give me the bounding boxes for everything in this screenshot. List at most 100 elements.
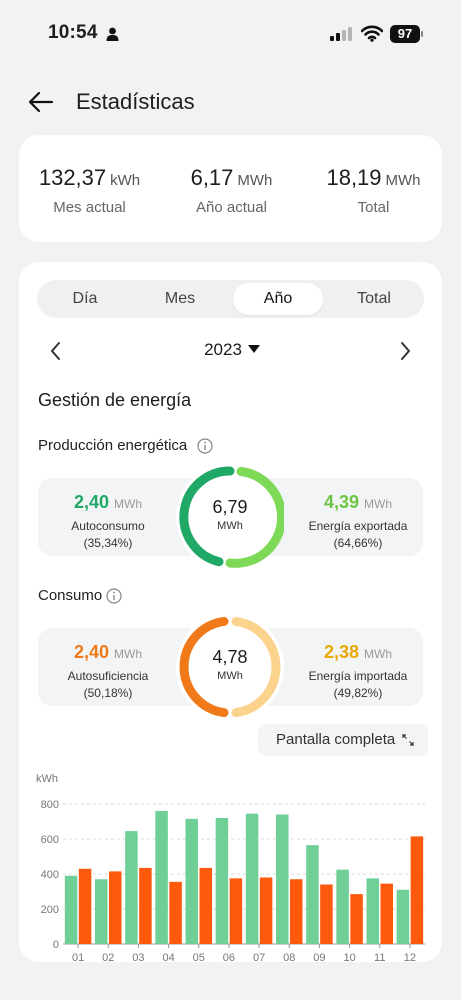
- summary-label: Total: [357, 199, 390, 216]
- tab-year[interactable]: Año: [233, 283, 323, 315]
- consumption-title: Consumo: [38, 587, 103, 604]
- x-tick-label: 06: [223, 952, 235, 964]
- x-tick-label: 12: [404, 952, 416, 964]
- bar: [215, 818, 229, 944]
- production-donut: [179, 466, 284, 568]
- ring-value: 6,79: [212, 497, 248, 517]
- year-dropdown[interactable]: 2023: [187, 340, 277, 364]
- signal-icon: [330, 27, 352, 41]
- ring-unit: MWh: [217, 520, 243, 532]
- summary-label: Año actual: [196, 199, 267, 216]
- bar: [306, 845, 319, 944]
- flow-value: 2,38: [323, 642, 360, 662]
- bar: [336, 869, 349, 944]
- consumption-donut: [179, 616, 281, 718]
- bar: [199, 867, 212, 944]
- flow-percent: (50,18%): [83, 686, 133, 700]
- flow-value: 2,40: [73, 642, 110, 662]
- info-icon[interactable]: [106, 588, 122, 604]
- bar: [78, 868, 92, 944]
- bar: [410, 836, 424, 944]
- flow-value: 2,40: [73, 492, 110, 512]
- flow-label: Energía importada: [308, 669, 408, 683]
- bar: [169, 881, 182, 944]
- self-consumption: 2,40 MWh Autoconsumo (35,34%): [43, 492, 173, 550]
- bar: [125, 831, 138, 944]
- tab-day[interactable]: Día: [72, 290, 98, 307]
- flow-unit: MWh: [364, 497, 393, 511]
- y-tick-label: 400: [41, 869, 59, 881]
- summary-total: 18,19 MWh Total: [321, 165, 426, 216]
- x-tick-label: 09: [313, 952, 325, 964]
- x-tick-label: 03: [132, 952, 144, 964]
- bar: [350, 894, 363, 944]
- summary-card: 132,37 kWh Mes actual 6,17 MWh Año actual …: [19, 135, 442, 242]
- bar: [139, 867, 152, 944]
- year-value: 2023: [204, 340, 242, 359]
- y-tick-label: 0: [53, 939, 59, 951]
- header: Estadísticas: [0, 80, 461, 124]
- person-icon: [106, 27, 119, 41]
- consumption-ring: 4,78 MWh: [176, 613, 284, 721]
- x-tick-label: 01: [72, 952, 84, 964]
- flow-percent: (49,82%): [333, 686, 383, 700]
- summary-unit: kWh: [110, 172, 141, 189]
- tab-total[interactable]: Total: [357, 290, 391, 307]
- y-tick-label: 600: [41, 834, 59, 846]
- exported-energy: 4,39 MWh Energía exportada (64,66%): [293, 492, 423, 550]
- wifi-icon: [361, 25, 383, 42]
- battery-indicator: 97: [390, 25, 420, 43]
- bar: [185, 818, 198, 944]
- self-sufficiency: 2,40 MWh Autosuficiencia (50,18%): [43, 642, 173, 700]
- bar: [95, 879, 108, 944]
- period-tabs: Día Mes Año Total: [37, 280, 424, 318]
- back-arrow-icon[interactable]: [26, 88, 56, 116]
- x-tick-label: 05: [193, 952, 205, 964]
- summary-year: 6,17 MWh Año actual: [179, 165, 284, 216]
- y-tick-label: 200: [41, 904, 59, 916]
- summary-unit: MWh: [237, 172, 273, 189]
- x-tick-label: 11: [374, 952, 385, 964]
- bar: [276, 814, 289, 944]
- bar: [396, 889, 410, 944]
- flow-label: Autosuficiencia: [67, 669, 149, 683]
- bar: [366, 878, 379, 944]
- chevron-left-icon[interactable]: [46, 340, 66, 362]
- bar: [259, 877, 273, 944]
- x-tick-label: 08: [283, 952, 295, 964]
- x-tick-label: 07: [253, 952, 265, 964]
- summary-month: 132,37 kWh Mes actual: [37, 165, 142, 216]
- summary-value: 6,17: [190, 165, 234, 190]
- fullscreen-label: Pantalla completa: [276, 731, 396, 748]
- chevron-right-icon[interactable]: [395, 340, 415, 362]
- status-bar: 10:54 97: [0, 0, 461, 68]
- monthly-bar-chart: kWh 0 200 400 600 800 01 02 03 04 05 06 07 08 09 10 11 12: [36, 773, 425, 964]
- summary-label: Mes actual: [53, 199, 126, 216]
- energy-card: Día Mes Año Total 2023 Gestión de energí…: [19, 262, 442, 964]
- bar: [64, 875, 78, 944]
- page-title: Estadísticas: [76, 89, 195, 114]
- x-tick-label: 02: [102, 952, 114, 964]
- battery-tip: [421, 31, 423, 37]
- ring-value: 4,78: [212, 647, 248, 667]
- year-navigator: 2023: [37, 336, 424, 366]
- production-ring: 6,79 MWh: [176, 463, 284, 571]
- status-time: 10:54: [48, 22, 98, 43]
- flow-unit: MWh: [364, 647, 393, 661]
- fullscreen-button[interactable]: Pantalla completa: [258, 724, 428, 756]
- bar: [229, 878, 243, 944]
- info-icon[interactable]: [197, 438, 213, 454]
- summary-value: 132,37: [38, 165, 107, 190]
- x-tick-label: 10: [343, 952, 355, 964]
- flow-label: Energía exportada: [308, 519, 408, 533]
- bar: [380, 883, 393, 944]
- bar: [320, 884, 333, 944]
- y-tick-label: 800: [41, 799, 59, 811]
- production-title: Producción energética: [38, 437, 188, 454]
- bar: [155, 811, 168, 944]
- x-tick-label: 04: [162, 952, 174, 964]
- tab-month[interactable]: Mes: [164, 290, 196, 307]
- flow-value: 4,39: [323, 492, 360, 512]
- expand-icon: [402, 734, 414, 746]
- flow-unit: MWh: [114, 497, 143, 511]
